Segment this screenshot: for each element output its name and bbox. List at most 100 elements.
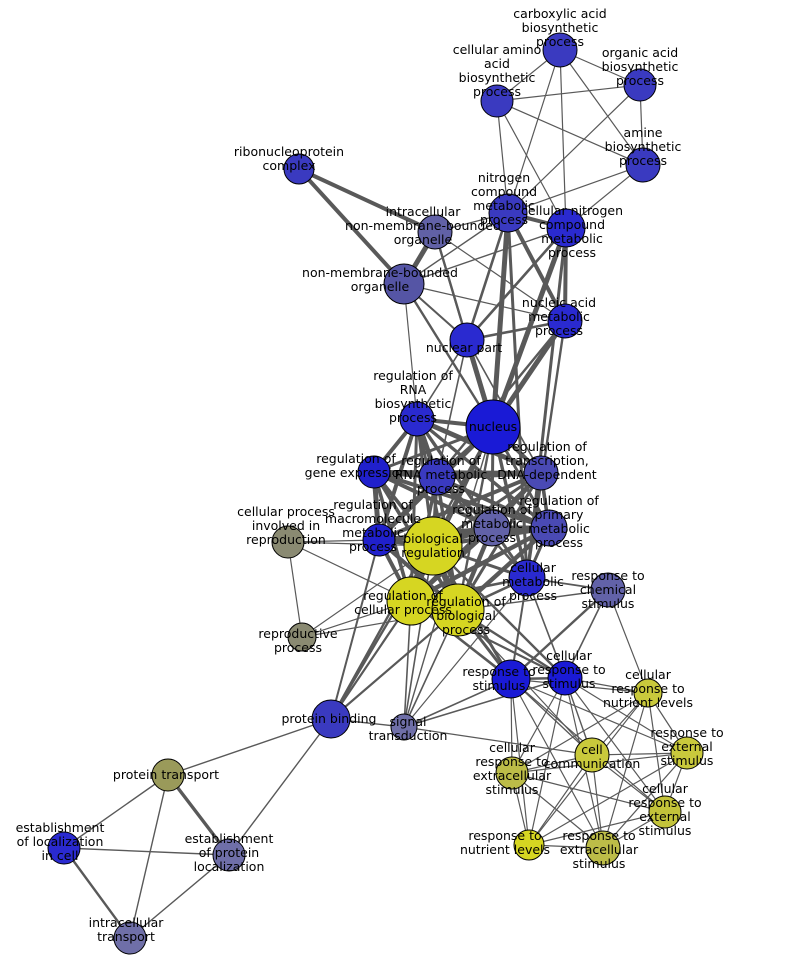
graph-node-label-cellular_response_to_stimulus: cellular response to stimulus xyxy=(532,648,605,691)
graph-node-label-cellular_response_to_external_stimulus: cellular response to external stimulus xyxy=(628,781,701,838)
graph-edge xyxy=(329,608,460,721)
graph-node-cellular_metabolic_process[interactable] xyxy=(508,559,546,597)
node-layer xyxy=(47,32,704,955)
graph-edge xyxy=(559,49,567,229)
graph-node-label-response_to_chemical_stimulus: response to chemical stimulus xyxy=(571,568,644,611)
graph-node-label-reproductive_process: reproductive process xyxy=(258,626,338,655)
graph-edge xyxy=(403,677,566,728)
graph-node-amine_biosynthetic_process[interactable] xyxy=(625,147,661,183)
graph-edge xyxy=(507,49,561,214)
graph-edge xyxy=(403,212,509,285)
graph-node-regulation_of_metabolic_process[interactable] xyxy=(473,509,511,547)
graph-node-regulation_of_primary_metabolic_process[interactable] xyxy=(530,509,568,547)
graph-edge xyxy=(528,677,566,846)
graph-edge xyxy=(607,589,649,694)
graph-edge xyxy=(329,425,495,721)
graph-edge xyxy=(403,283,566,322)
graph-node-regulation_of_biological_process[interactable] xyxy=(431,583,485,637)
graph-edge xyxy=(372,470,494,530)
graph-edge xyxy=(330,539,380,720)
graph-node-label-regulation_of_cellular_process: regulation of cellular process xyxy=(354,588,452,617)
graph-edge xyxy=(402,282,495,429)
graph-edge xyxy=(403,726,593,756)
graph-node-label-response_to_extracellular_stimulus: response to extracellular stimulus xyxy=(560,828,639,871)
graph-node-label-regulation_of_macromolecule_metabolic_process: regulation of macromolecule metabolic proce… xyxy=(325,497,421,554)
graph-edge xyxy=(228,718,332,856)
graph-edge xyxy=(511,692,649,774)
graph-node-label-cellular_amino_acid_biosynthetic_process: cellular amino acid biosynthetic process xyxy=(453,42,542,99)
graph-node-regulation_of_macromolecule_metabolic_process[interactable] xyxy=(362,523,396,557)
graph-edge xyxy=(372,470,543,475)
graph-edge xyxy=(564,677,688,754)
graph-node-intracellular_non_membrane_bounded_organelle[interactable] xyxy=(417,214,453,250)
graph-edge xyxy=(372,470,551,530)
graph-edge xyxy=(63,774,169,849)
graph-node-carboxylic_acid_biosynthetic_process[interactable] xyxy=(542,32,578,68)
label-layer: carboxylic acid biosynthetic processorgani… xyxy=(16,6,724,944)
graph-node-establishment_of_protein_localization[interactable] xyxy=(212,838,246,872)
graph-node-nitrogen_compound_metabolic_process[interactable] xyxy=(488,193,528,233)
graph-edge xyxy=(510,678,604,849)
graph-node-reproductive_process[interactable] xyxy=(287,622,317,652)
graph-node-label-response_to_stimulus: response to stimulus xyxy=(462,664,535,693)
graph-node-organic_acid_biosynthetic_process[interactable] xyxy=(623,68,657,102)
graph-node-label-intracellular_non_membrane_bounded_organelle: intracellular non-membrane-bounded organel… xyxy=(345,204,501,247)
graph-node-response_to_external_stimulus[interactable] xyxy=(670,736,704,770)
graph-node-nucleic_acid_metabolic_process[interactable] xyxy=(547,303,583,339)
graph-edge xyxy=(496,100,567,229)
graph-node-regulation_of_rna_metabolic_process[interactable] xyxy=(418,458,456,496)
graph-node-nucleus[interactable] xyxy=(465,399,521,455)
graph-node-label-cellular_response_to_nutrient_levels: cellular response to nutrient levels xyxy=(603,667,693,710)
graph-node-regulation_of_transcription_dna_dependent[interactable] xyxy=(523,455,559,491)
graph-edge xyxy=(465,211,510,342)
graph-edge xyxy=(564,677,666,813)
graph-edge xyxy=(559,49,644,166)
graph-node-response_to_extracellular_stimulus[interactable] xyxy=(585,830,621,866)
graph-edge xyxy=(602,752,688,849)
graph-node-regulation_of_gene_expression[interactable] xyxy=(357,455,391,489)
graph-node-cellular_response_to_external_stimulus[interactable] xyxy=(648,795,682,829)
graph-edge xyxy=(377,471,543,542)
graph-edge xyxy=(510,678,688,754)
graph-node-protein_transport[interactable] xyxy=(151,758,185,792)
graph-node-cellular_response_to_stimulus[interactable] xyxy=(547,660,583,696)
graph-edge xyxy=(403,577,528,728)
graph-node-cellular_nitrogen_compound_metabolic_process[interactable] xyxy=(546,208,586,248)
graph-node-label-cellular_nitrogen_compound_metabolic_process: cellular nitrogen compound metabolic proces… xyxy=(521,203,623,260)
graph-node-label-amine_biosynthetic_process: amine biosynthetic process xyxy=(605,125,682,168)
graph-node-response_to_nutrient_levels[interactable] xyxy=(513,829,545,861)
graph-node-protein_binding[interactable] xyxy=(311,699,351,739)
graph-node-establishment_of_localization_in_cell[interactable] xyxy=(47,831,81,865)
graph-edge xyxy=(62,846,132,940)
graph-node-response_to_chemical_stimulus[interactable] xyxy=(590,572,626,608)
graph-node-signal_transduction[interactable] xyxy=(390,713,418,741)
graph-node-cellular_amino_acid_biosynthetic_process[interactable] xyxy=(480,84,514,118)
graph-node-response_to_stimulus[interactable] xyxy=(491,659,531,699)
graph-node-nuclear_part[interactable] xyxy=(449,322,485,358)
graph-node-label-non_membrane_bounded_organelle: non-membrane-bounded organelle xyxy=(302,265,458,294)
graph-node-regulation_of_rna_biosynthetic_process[interactable] xyxy=(399,401,435,437)
graph-edge xyxy=(403,426,494,728)
graph-edge xyxy=(506,211,567,323)
graph-node-biological_regulation[interactable] xyxy=(403,516,463,576)
graph-node-label-intracellular_transport: intracellular transport xyxy=(89,915,165,944)
graph-node-non_membrane_bounded_organelle[interactable] xyxy=(383,263,425,305)
graph-edge xyxy=(129,854,230,939)
graph-node-label-establishment_of_localization_in_cell: establishment of localization in cell xyxy=(16,820,105,863)
graph-node-ribonucleoprotein_complex[interactable] xyxy=(283,153,315,185)
graph-edge xyxy=(507,84,641,214)
graph-node-cellular_response_to_extracellular_stimulus[interactable] xyxy=(495,756,529,790)
graph-node-label-signal_transduction: signal transduction xyxy=(369,714,448,743)
graph-node-label-regulation_of_gene_expression: regulation of gene expression xyxy=(305,451,408,480)
graph-edge xyxy=(528,752,688,846)
graph-node-label-response_to_external_stimulus: response to external stimulus xyxy=(650,725,723,768)
graph-node-cellular_process_involved_in_reproduction[interactable] xyxy=(271,525,305,559)
graph-edge xyxy=(507,164,644,214)
graph-node-label-cellular_metabolic_process: cellular metabolic process xyxy=(502,560,564,603)
graph-node-label-ribonucleoprotein_complex: ribonucleoprotein complex xyxy=(234,144,344,173)
graph-node-intracellular_transport[interactable] xyxy=(113,921,147,955)
graph-node-cell_communication[interactable] xyxy=(574,737,610,773)
graph-node-cellular_response_to_nutrient_levels[interactable] xyxy=(633,678,663,708)
